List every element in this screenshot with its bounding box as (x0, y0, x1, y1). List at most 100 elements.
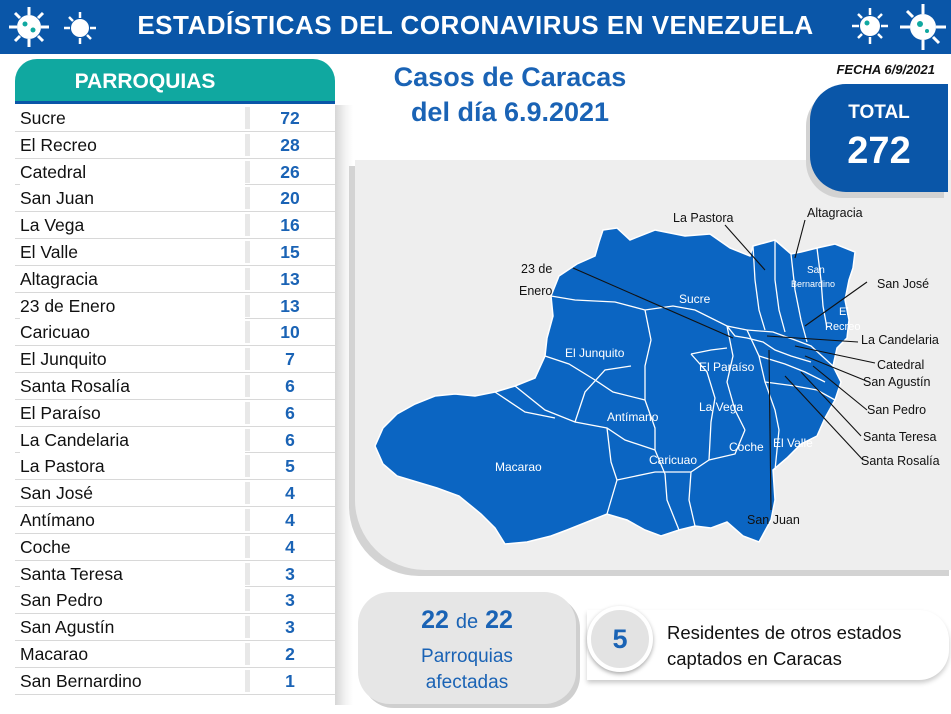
table-row: Antímano 4 (15, 506, 335, 534)
virus-icon (9, 7, 49, 47)
map-label-el-junquito: El Junquito (565, 346, 625, 360)
affected-text: Parroquias afectadas (358, 644, 576, 696)
parish-cases: 26 (280, 161, 300, 182)
parish-cases: 3 (285, 617, 295, 638)
affected-count: 22 de 22 (358, 606, 576, 635)
parish-name: El Junquito (20, 346, 245, 373)
table-row: Sucre 72 (15, 105, 335, 132)
parish-name: San Juan (20, 185, 245, 212)
table-row: San José 4 (15, 480, 335, 507)
parish-cases: 7 (285, 349, 295, 370)
virus-icon (64, 12, 96, 44)
table-row: Santa Teresa 3 (15, 560, 335, 588)
parish-name: La Vega (20, 212, 245, 239)
parish-name: San José (20, 480, 245, 507)
parish-name: San Pedro (20, 587, 245, 614)
parish-name: La Candelaria (20, 426, 245, 453)
parish-name: San Bernardino (20, 667, 245, 694)
callout-la-pastora: La Pastora (673, 211, 734, 225)
map-label-antimano: Antímano (607, 410, 659, 424)
map-label-caricuao: Caricuao (649, 453, 698, 467)
callout-23-de-enero: Enero (519, 284, 553, 298)
map-label-san-bernardino: Bernardino (791, 279, 836, 289)
table-row: Coche 4 (15, 533, 335, 561)
parish-cases: 4 (285, 509, 295, 530)
parish-name: Santa Teresa (20, 560, 245, 587)
parish-name: El Paraíso (20, 399, 245, 426)
residents-count: 5 (612, 624, 628, 654)
virus-icon (852, 8, 888, 44)
table-row: Santa Rosalía 6 (15, 372, 335, 400)
callout-santa-rosalia: Santa Rosalía (861, 454, 940, 468)
map-label-el-valle: El Valle (773, 436, 813, 450)
affected-line2: afectadas (425, 672, 509, 693)
affected-count-value: 22 (421, 606, 449, 634)
residents-text: Residentes de otros estados captados en … (667, 620, 947, 672)
callout-altagracia: Altagracia (807, 206, 863, 220)
cases-title: Casos de Caracas del día 6.9.2021 (360, 60, 660, 130)
table-row: Altagracia 13 (15, 265, 335, 293)
total-label: TOTAL (848, 102, 910, 123)
parish-name: Altagracia (20, 265, 245, 292)
header-banner: ESTADÍSTICAS DEL CORONAVIRUS EN VENEZUEL… (0, 0, 951, 54)
map-label-el-recreo: Recreo (825, 321, 861, 333)
cases-title-line1: Casos de Caracas (393, 62, 627, 92)
callout-23-de-enero: 23 de (521, 262, 553, 276)
table-row: El Junquito 7 (15, 346, 335, 373)
residents-count-circle: 5 (587, 606, 653, 672)
callout-san-agustin: San Agustín (863, 375, 931, 389)
parish-cases: 6 (285, 402, 295, 423)
report-date: FECHA 6/9/2021 (836, 62, 935, 77)
map-label-la-vega: La Vega (699, 400, 744, 414)
parish-cases: 6 (285, 429, 295, 450)
callout-san-jose: San José (877, 277, 930, 291)
table-row: El Valle 15 (15, 238, 335, 266)
parish-cases: 4 (285, 483, 295, 504)
table-row: Macarao 2 (15, 640, 335, 668)
cases-title-line2: del día 6.9.2021 (410, 97, 610, 127)
parish-cases: 3 (285, 563, 295, 584)
map-label-sucre: Sucre (679, 292, 711, 306)
map-panel: Sucre El Junquito El Paraíso La Vega Ant… (355, 160, 951, 570)
map-shape (374, 227, 856, 545)
parish-cases: 2 (285, 643, 295, 664)
parish-name: Sucre (20, 105, 245, 131)
caracas-map (374, 219, 876, 545)
callout-la-candelaria: La Candelaria (861, 333, 939, 347)
table-row: El Recreo 28 (15, 131, 335, 159)
residents-line2: captados en Caracas (667, 648, 842, 669)
table-header: PARROQUIAS (15, 59, 335, 104)
table-row: El Paraíso 6 (15, 399, 335, 427)
parish-name: San Agustín (20, 614, 245, 641)
parish-name: 23 de Enero (20, 292, 245, 319)
parish-cases: 13 (280, 268, 300, 289)
table-row: La Candelaria 6 (15, 426, 335, 454)
parish-cases: 6 (285, 375, 295, 396)
parish-borders (494, 240, 836, 531)
parish-cases: 13 (280, 295, 300, 316)
parish-name: El Recreo (20, 131, 245, 158)
parish-cases: 20 (280, 188, 300, 209)
table-row: La Vega 16 (15, 212, 335, 239)
map-label-san-bernardino: San (807, 265, 825, 276)
table-row: San Bernardino 1 (15, 667, 335, 695)
parish-cases: 4 (285, 536, 295, 557)
parish-name: Caricuao (20, 319, 245, 346)
callout-catedral: Catedral (877, 358, 925, 372)
parish-name: Macarao (20, 640, 245, 667)
affected-line1: Parroquias (421, 646, 513, 667)
virus-icon (900, 4, 946, 50)
table-shadow (335, 105, 353, 705)
table-row: La Pastora 5 (15, 453, 335, 481)
parish-name: Catedral (20, 158, 245, 185)
total-value: 272 (847, 130, 911, 172)
parish-name: La Pastora (20, 453, 245, 480)
table-rows: Sucre 72 El Recreo 28 Catedral 26 San Juan 2… (15, 105, 335, 695)
page-title: ESTADÍSTICAS DEL CORONAVIRUS EN VENEZUEL… (137, 10, 814, 40)
parish-name: Coche (20, 533, 245, 560)
affected-parishes-card: 22 de 22 Parroquias afectadas (358, 592, 576, 704)
parish-cases: 15 (280, 241, 300, 262)
parish-cases: 28 (280, 134, 300, 155)
callout-lines (572, 219, 876, 511)
table-row: 23 de Enero 13 (15, 292, 335, 320)
